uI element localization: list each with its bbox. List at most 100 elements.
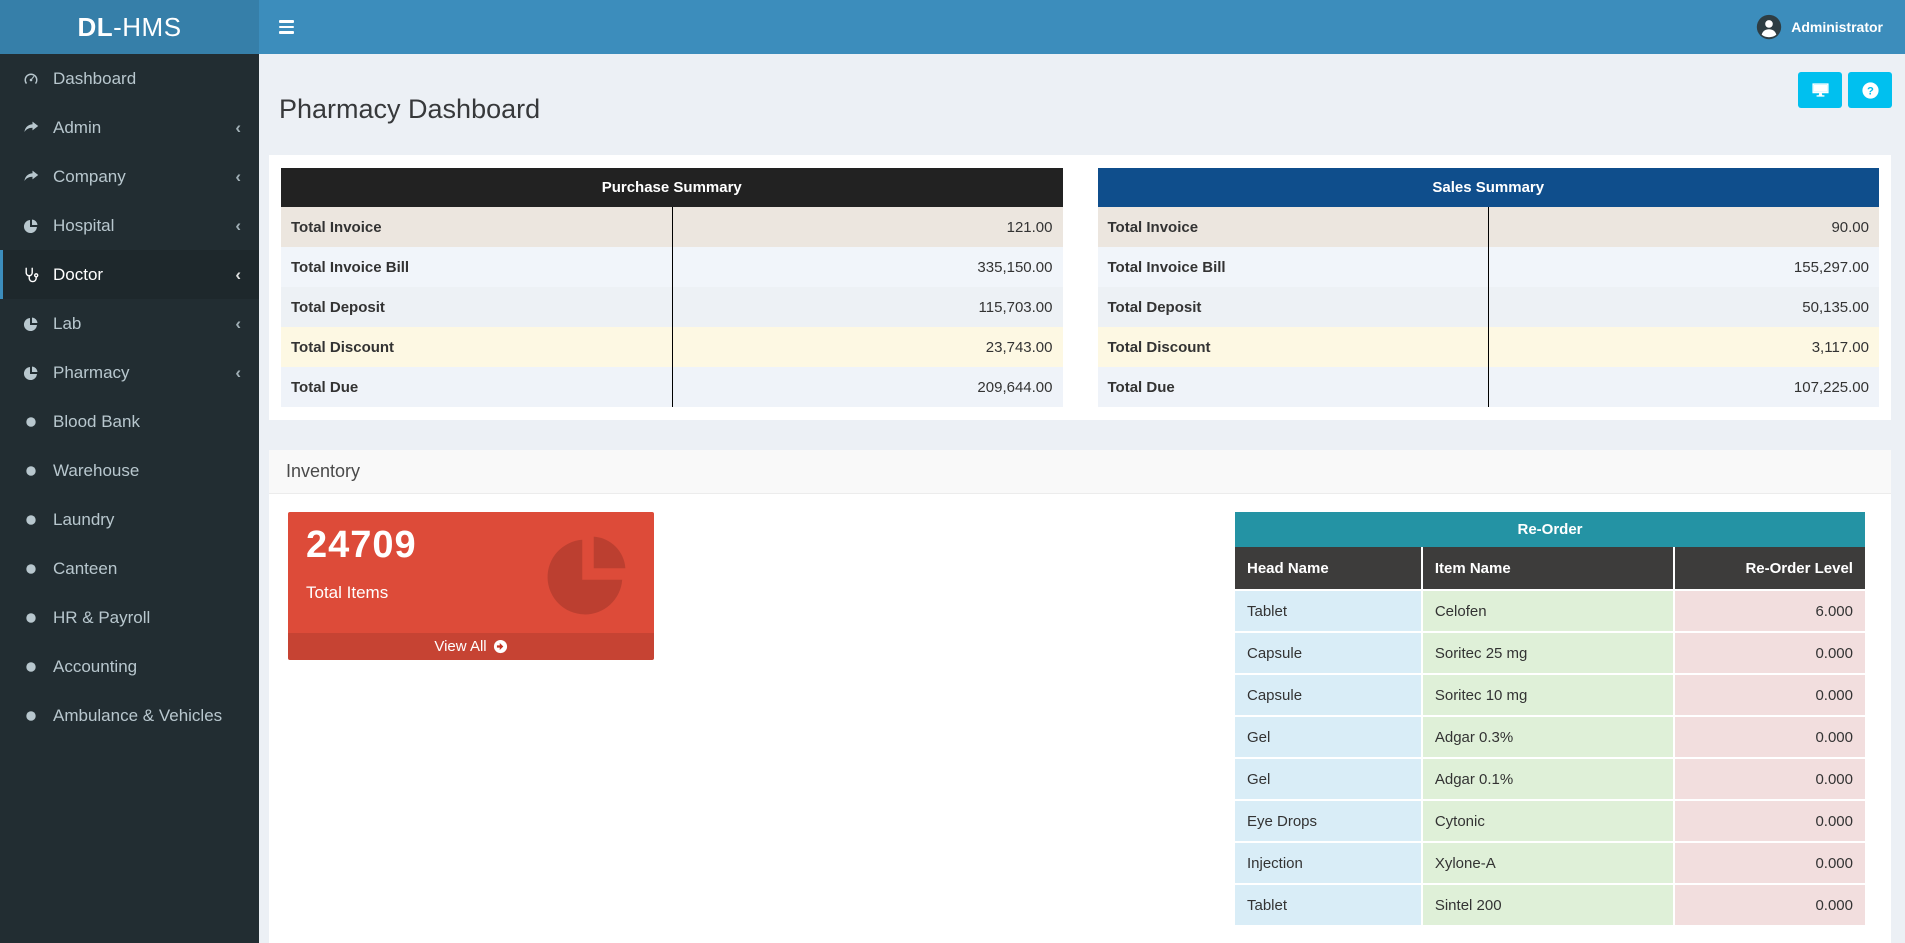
reorder-level-cell: 0.000 [1673,673,1865,715]
sidebar-item-doctor[interactable]: Doctor‹ [0,250,259,299]
reorder-level-cell: 0.000 [1673,841,1865,883]
chevron-left-icon: ‹ [235,167,245,187]
desktop-icon [1811,81,1830,100]
main-content: Pharmacy Dashboard ? Purchase SummaryTot… [259,0,1905,943]
sidebar-item-label: Canteen [53,559,245,579]
menu-icon[interactable] [259,20,314,34]
item-name-cell: Soritec 10 mg [1421,673,1673,715]
svg-text:?: ? [1867,85,1874,97]
total-items-card: 24709 Total Items View All [288,512,654,660]
item-name-cell: Adgar 0.3% [1421,715,1673,757]
circle-icon [20,659,41,675]
reorder-table-title: Re-Order [1235,512,1865,547]
sidebar-item-hr-payroll[interactable]: HR & Payroll [0,593,259,642]
row-value: 121.00 [672,207,1063,247]
table-row: Total Discount23,743.00 [281,327,1063,367]
table-row: Total Deposit50,135.00 [1098,287,1880,327]
app-wrapper: DL-HMS Administrator DashboardAdmin‹Comp… [0,0,1905,943]
row-label: Total Due [1098,367,1489,407]
circle-icon [20,610,41,626]
reorder-level-cell: 0.000 [1673,799,1865,841]
row-value: 90.00 [1488,207,1879,247]
share-icon [20,169,41,185]
row-value: 209,644.00 [672,367,1063,407]
sidebar-item-company[interactable]: Company‹ [0,152,259,201]
table-row: CapsuleSoritec 10 mg0.000 [1235,673,1865,715]
row-value: 155,297.00 [1488,247,1879,287]
head-name-cell: Tablet [1235,589,1421,631]
stethoscope-icon [20,267,41,283]
column-header: Item Name [1421,547,1673,589]
row-label: Total Invoice Bill [1098,247,1489,287]
navbar: Administrator [259,0,1905,54]
row-value: 107,225.00 [1488,367,1879,407]
table-row: Total Due107,225.00 [1098,367,1880,407]
sidebar-item-warehouse[interactable]: Warehouse [0,446,259,495]
pie-icon [20,316,41,332]
reorder-column-headers: Head NameItem NameRe-Order Level [1235,547,1865,589]
item-name-cell: Soritec 25 mg [1421,631,1673,673]
view-all-button[interactable]: View All [288,633,654,660]
sidebar-item-label: Lab [53,314,235,334]
share-icon [20,120,41,136]
sidebar-item-pharmacy[interactable]: Pharmacy‹ [0,348,259,397]
chevron-left-icon: ‹ [235,265,245,285]
page-title: Pharmacy Dashboard [279,94,1890,125]
reorder-level-cell: 6.000 [1673,589,1865,631]
table-row: TabletCelofen6.000 [1235,589,1865,631]
table-row: Total Invoice121.00 [281,207,1063,247]
table-row: Total Invoice90.00 [1098,207,1880,247]
sidebar-item-admin[interactable]: Admin‹ [0,103,259,152]
user-menu[interactable]: Administrator [1756,14,1905,40]
gauge-icon [20,71,41,87]
item-name-cell: Sintel 200 [1421,883,1673,925]
sidebar-item-label: Blood Bank [53,412,245,432]
row-value: 23,743.00 [672,327,1063,367]
sidebar-item-dashboard[interactable]: Dashboard [0,54,259,103]
inventory-panel-body: 24709 Total Items View All Re-OrderHead … [269,494,1891,943]
sidebar-item-label: Admin [53,118,235,138]
sidebar-item-canteen[interactable]: Canteen [0,544,259,593]
help-button[interactable]: ? [1848,72,1892,108]
sidebar-item-label: Hospital [53,216,235,236]
head-name-cell: Gel [1235,757,1421,799]
user-icon [1756,14,1782,40]
sidebar-item-label: Accounting [53,657,245,677]
table-row: CapsuleSoritec 25 mg0.000 [1235,631,1865,673]
circle-icon [20,463,41,479]
sidebar-item-label: Ambulance & Vehicles [53,706,245,726]
pie-icon [20,218,41,234]
sales-summary-table: Sales SummaryTotal Invoice90.00Total Inv… [1098,168,1880,407]
brand-rest: -HMS [113,12,181,43]
circle-icon [20,414,41,430]
sidebar-item-lab[interactable]: Lab‹ [0,299,259,348]
table-row: GelAdgar 0.3%0.000 [1235,715,1865,757]
display-button[interactable] [1798,72,1842,108]
user-name: Administrator [1791,19,1883,35]
top-navbar: DL-HMS Administrator [0,0,1905,54]
row-value: 115,703.00 [672,287,1063,327]
row-label: Total Invoice [281,207,672,247]
row-label: Total Deposit [1098,287,1489,327]
circle-icon [20,512,41,528]
sidebar-item-hospital[interactable]: Hospital‹ [0,201,259,250]
pie-chart-icon [542,528,634,625]
column-header: Head Name [1235,547,1421,589]
sidebar-item-ambulance-vehicles[interactable]: Ambulance & Vehicles [0,691,259,740]
table-row: Total Invoice Bill155,297.00 [1098,247,1880,287]
column-header: Re-Order Level [1673,547,1865,589]
sidebar-item-accounting[interactable]: Accounting [0,642,259,691]
chevron-left-icon: ‹ [235,363,245,383]
header-toolbar: ? [1798,72,1892,108]
arrow-circle-icon [493,639,508,654]
sidebar-item-blood-bank[interactable]: Blood Bank [0,397,259,446]
head-name-cell: Injection [1235,841,1421,883]
sidebar-menu: DashboardAdmin‹Company‹Hospital‹Doctor‹L… [0,54,259,740]
brand-logo[interactable]: DL-HMS [0,0,259,54]
view-all-label: View All [434,638,486,655]
row-value: 335,150.00 [672,247,1063,287]
purchase-summary-table: Purchase SummaryTotal Invoice121.00Total… [281,168,1063,407]
sidebar-item-laundry[interactable]: Laundry [0,495,259,544]
reorder-level-cell: 0.000 [1673,757,1865,799]
head-name-cell: Gel [1235,715,1421,757]
